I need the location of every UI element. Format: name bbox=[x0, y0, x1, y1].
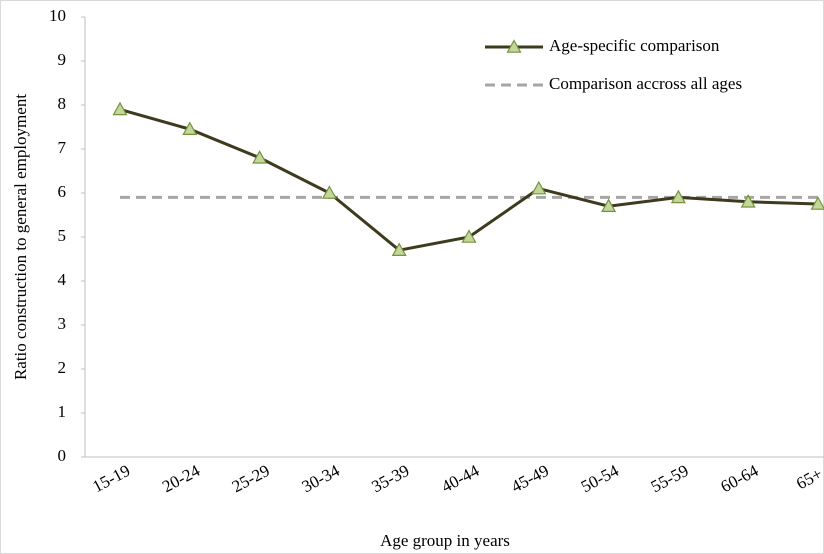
y-axis-title: Ratio construction to general employment bbox=[11, 94, 30, 380]
y-tick-label: 7 bbox=[58, 138, 67, 157]
x-axis-title: Age group in years bbox=[380, 531, 510, 550]
legend-marker bbox=[506, 39, 522, 53]
y-tick-label: 4 bbox=[58, 270, 67, 289]
point-marker bbox=[670, 189, 686, 204]
y-tick-label: 2 bbox=[58, 358, 67, 377]
point-marker bbox=[461, 229, 477, 243]
point-marker bbox=[182, 121, 198, 135]
y-tick-label: 6 bbox=[58, 182, 67, 201]
y-tick-label: 5 bbox=[58, 226, 67, 245]
point-marker bbox=[112, 101, 128, 116]
legend-label: Age-specific comparison bbox=[549, 36, 720, 55]
point-marker bbox=[601, 198, 617, 212]
legend-label: Comparison accross all ages bbox=[549, 74, 742, 93]
y-tick-label: 3 bbox=[58, 314, 67, 333]
point-marker bbox=[391, 242, 407, 256]
y-tick-label: 8 bbox=[58, 94, 67, 113]
point-marker bbox=[531, 180, 547, 195]
point-marker bbox=[321, 185, 337, 199]
y-tick-label: 0 bbox=[58, 446, 67, 465]
y-tick-label: 1 bbox=[58, 402, 67, 421]
y-tick-label: 10 bbox=[49, 6, 66, 25]
y-tick-label: 9 bbox=[58, 50, 67, 69]
point-marker bbox=[740, 194, 756, 208]
point-marker bbox=[252, 150, 268, 164]
point-marker bbox=[810, 196, 824, 210]
